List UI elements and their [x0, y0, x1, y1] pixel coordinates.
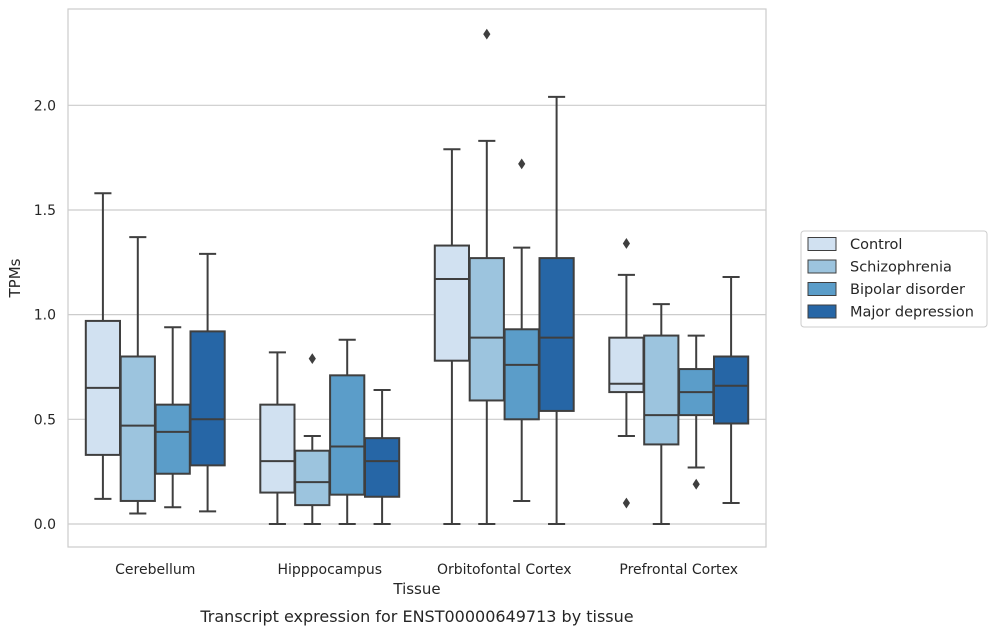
box-plot: [363, 388, 401, 525]
legend-label: Schizophrenia: [850, 260, 952, 276]
legend: Control Schizophrenia Bipolar disorder Majo…: [800, 230, 988, 328]
legend-swatch: [807, 237, 837, 251]
plot-frame: [67, 8, 767, 548]
y-tick-label: 2.0: [34, 98, 56, 114]
box-plot: [608, 238, 645, 509]
box-plot: [468, 28, 505, 525]
box-plot: [433, 148, 471, 525]
box-iqr: [643, 334, 680, 446]
x-axis-label: Tissue: [392, 580, 440, 598]
box-iqr: [433, 244, 471, 362]
box-plot: [154, 326, 191, 509]
box-plot: [119, 236, 156, 515]
box-plot: [329, 338, 366, 525]
legend-frame: [800, 230, 988, 328]
x-tick-label: Prefrontal Cortex: [619, 562, 738, 578]
y-tick-labels: 0.0 0.5 1.0 1.5 2.0: [34, 98, 56, 533]
box-iqr: [538, 257, 575, 412]
outlier-point: [483, 28, 491, 40]
legend-swatch: [807, 282, 837, 296]
y-tick-label: 0.5: [34, 412, 56, 428]
box-iqr: [363, 437, 401, 498]
figure-caption: Transcript expression for ENST0000064971…: [199, 607, 633, 626]
box-iqr: [154, 403, 191, 475]
box-series: [84, 28, 750, 525]
x-tick-label: Orbitofontal Cortex: [437, 562, 572, 578]
box-iqr: [189, 330, 226, 467]
box-plot: [538, 95, 575, 525]
box-plot: [259, 351, 296, 525]
box-iqr: [712, 355, 750, 425]
legend-swatch: [807, 304, 837, 319]
y-tick-label: 0.0: [34, 517, 56, 533]
legend-entries: Control Schizophrenia Bipolar disorder Majo…: [807, 237, 974, 321]
box-plot: [189, 252, 226, 513]
outlier-point: [692, 478, 700, 490]
outlier-point: [308, 353, 316, 364]
box-plot: [84, 192, 122, 500]
box-plot: [712, 275, 750, 505]
box-iqr: [119, 355, 156, 502]
box-iqr: [259, 403, 296, 494]
outlier-point: [622, 238, 630, 249]
x-tick-label: Cerebellum: [115, 562, 195, 578]
y-tick-label: 1.0: [34, 308, 56, 324]
y-tick-label: 1.5: [34, 203, 56, 219]
box-iqr: [468, 257, 505, 402]
legend-label: Control: [850, 237, 902, 253]
legend-swatch: [807, 259, 837, 274]
x-tick-labels: Cerebellum Hipppocampus Orbitofontal Corte…: [115, 562, 738, 578]
box-plot: [643, 303, 680, 525]
legend-label: Major depression: [850, 305, 974, 321]
y-axis-label: TPMs: [6, 258, 24, 298]
box-iqr: [294, 449, 331, 507]
box-iqr: [329, 374, 366, 496]
legend-label: Bipolar disorder: [850, 282, 965, 298]
box-plot: [678, 334, 715, 490]
outlier-point: [622, 497, 630, 509]
box-plot: [294, 353, 331, 525]
outlier-point: [518, 158, 526, 170]
x-tick-label: Hipppocampus: [277, 562, 382, 578]
box-iqr: [503, 328, 540, 421]
box-plot: [503, 158, 540, 502]
